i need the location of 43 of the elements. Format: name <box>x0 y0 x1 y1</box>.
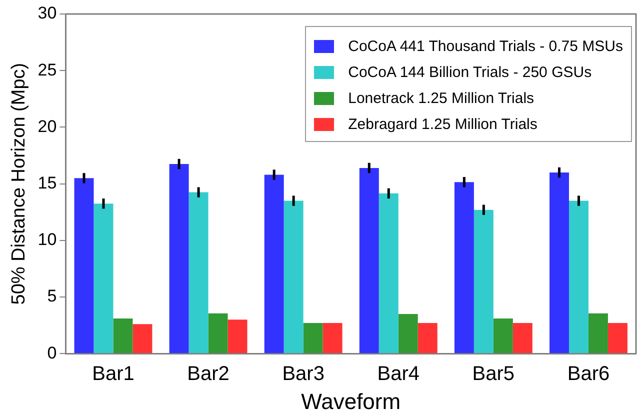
bar <box>398 314 418 354</box>
legend-label: Lonetrack 1.25 Million Trials <box>348 90 534 106</box>
bar <box>113 318 133 354</box>
bar <box>512 323 532 354</box>
y-tick-label: 10 <box>38 230 57 250</box>
y-tick-label: 25 <box>38 60 57 80</box>
bar <box>568 200 588 354</box>
bar <box>74 178 94 354</box>
bar <box>378 193 398 354</box>
y-axis-title: 50% Distance Horizon (Mpc) <box>8 62 30 305</box>
bar <box>608 323 628 354</box>
bar <box>284 200 304 354</box>
bar <box>94 204 114 354</box>
x-tick-label: Bar5 <box>472 363 515 386</box>
x-axis-title: Waveform <box>301 388 401 414</box>
bar <box>208 313 228 354</box>
bar <box>550 172 569 354</box>
x-tick-label: Bar1 <box>92 363 134 386</box>
bar <box>493 318 513 354</box>
bar <box>188 192 208 354</box>
x-tick-label: Bar4 <box>377 363 420 386</box>
y-tick-label: 0 <box>47 343 57 362</box>
bar <box>303 323 323 354</box>
x-tick-label: Bar6 <box>567 363 610 386</box>
x-tick-label: Bar2 <box>187 363 230 386</box>
bar <box>132 324 152 354</box>
bar <box>322 323 342 354</box>
bar <box>588 313 608 354</box>
legend-label: CoCoA 144 Billion Trials - 250 GSUs <box>348 64 592 80</box>
bar <box>454 182 474 354</box>
bar <box>169 164 189 354</box>
y-tick-label: 5 <box>47 286 57 306</box>
legend-label: CoCoA 441 Thousand Trials - 0.75 MSUs <box>348 38 623 54</box>
y-tick-label: 30 <box>38 4 57 23</box>
y-tick-label: 15 <box>38 173 57 192</box>
bar <box>228 320 248 354</box>
y-tick-label: 20 <box>38 116 57 136</box>
bar <box>264 174 284 354</box>
x-tick-label: Bar3 <box>282 363 324 386</box>
bar <box>418 323 438 354</box>
bar <box>474 210 494 354</box>
bar <box>359 168 379 354</box>
legend-label: Zebragard 1.25 Million Trials <box>348 116 538 132</box>
